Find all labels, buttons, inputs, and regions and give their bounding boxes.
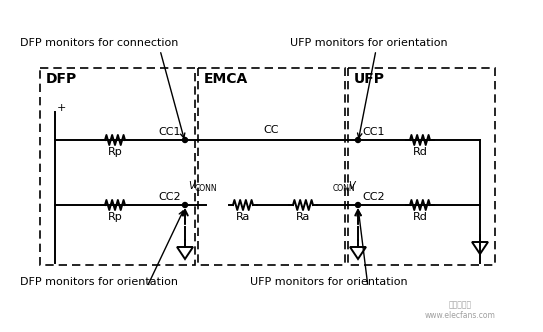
Text: Rd: Rd xyxy=(413,212,427,222)
Circle shape xyxy=(182,137,187,142)
Bar xyxy=(40,68,195,265)
Circle shape xyxy=(182,203,187,208)
Circle shape xyxy=(356,137,361,142)
Text: UFP monitors for orientation: UFP monitors for orientation xyxy=(290,38,447,48)
Text: UFP: UFP xyxy=(354,72,385,86)
Text: DFP monitors for connection: DFP monitors for connection xyxy=(20,38,178,48)
Text: V: V xyxy=(349,181,355,191)
Text: 电子发烧友
www.elecfans.com: 电子发烧友 www.elecfans.com xyxy=(425,300,495,320)
Text: CONN: CONN xyxy=(332,184,355,193)
Text: Ra: Ra xyxy=(236,212,250,222)
Bar xyxy=(198,68,345,265)
Text: CONN: CONN xyxy=(195,184,218,193)
Text: UFP monitors for orientation: UFP monitors for orientation xyxy=(250,277,408,287)
Text: CC1: CC1 xyxy=(159,127,181,137)
Text: DFP: DFP xyxy=(46,72,77,86)
Text: CC2: CC2 xyxy=(159,192,181,202)
Text: EMCA: EMCA xyxy=(204,72,248,86)
Text: CC: CC xyxy=(264,125,279,135)
Text: +: + xyxy=(57,103,66,113)
Text: CC2: CC2 xyxy=(362,192,384,202)
Text: CC1: CC1 xyxy=(362,127,384,137)
Text: Ra: Ra xyxy=(296,212,310,222)
Text: Rp: Rp xyxy=(108,212,122,222)
Bar xyxy=(348,68,495,265)
Text: Rp: Rp xyxy=(108,147,122,157)
Text: Rd: Rd xyxy=(413,147,427,157)
Circle shape xyxy=(356,203,361,208)
Text: V: V xyxy=(188,181,194,191)
Text: DFP monitors for orientation: DFP monitors for orientation xyxy=(20,277,178,287)
